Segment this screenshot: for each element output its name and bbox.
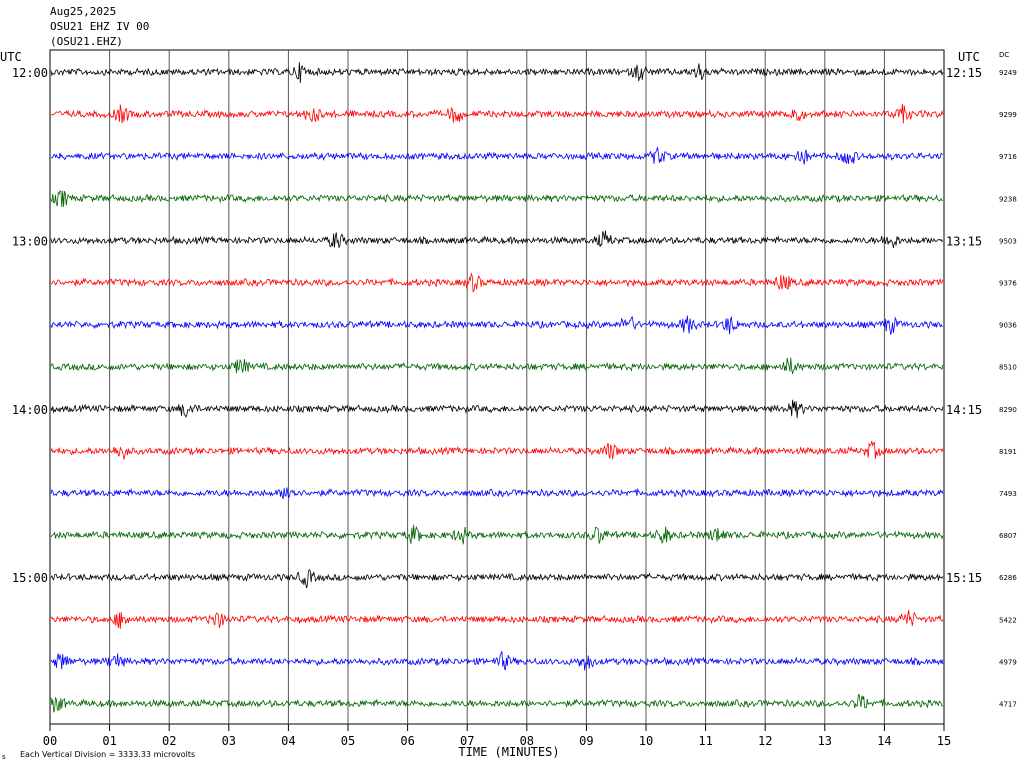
date-label: Aug25,2025 (50, 5, 117, 18)
trace-line (50, 609, 944, 629)
dc-value: 8510 (999, 364, 1017, 372)
x-tick-label: 00 (43, 734, 57, 748)
dc-value: 8290 (999, 406, 1017, 414)
trace-line (50, 569, 944, 589)
dc-value: 9036 (999, 322, 1017, 330)
dc-value: 9716 (999, 153, 1017, 161)
trace-line (50, 272, 944, 293)
x-tick-label: 11 (698, 734, 712, 748)
channel-label: OSU21 EHZ IV 00 (50, 20, 150, 33)
x-tick-label: 14 (877, 734, 891, 748)
dc-value: 9249 (999, 69, 1017, 77)
right-hour-label: 14:15 (946, 403, 982, 417)
dc-value: 4979 (999, 658, 1017, 666)
x-tick-label: 13 (818, 734, 832, 748)
trace-line (50, 441, 944, 460)
trace-line (50, 104, 944, 124)
left-hour-label: 12:00 (12, 66, 48, 80)
x-tick-label: 07 (460, 734, 474, 748)
dc-value: 9376 (999, 280, 1017, 288)
trace-line (50, 524, 944, 545)
dc-value: 4717 (999, 701, 1017, 709)
x-tick-label: 03 (222, 734, 236, 748)
x-tick-label: 08 (520, 734, 534, 748)
trace-line (50, 146, 944, 165)
dc-value: 9238 (999, 195, 1017, 203)
trace-line (50, 694, 943, 713)
dc-value: 8191 (999, 448, 1017, 456)
trace-line (50, 62, 944, 84)
x-tick-label: 10 (639, 734, 653, 748)
dc-value: 7493 (999, 490, 1017, 498)
dc-value: 9503 (999, 237, 1017, 245)
right-hour-label: 15:15 (946, 571, 982, 585)
trace-line (50, 357, 944, 374)
x-tick-label: 06 (400, 734, 414, 748)
plot-frame (49, 49, 945, 725)
right-hour-label: 12:15 (946, 66, 982, 80)
left-utc-title: UTC (0, 50, 22, 64)
x-tick-label: 05 (341, 734, 355, 748)
dc-value: 6286 (999, 574, 1017, 582)
trace-line (50, 230, 944, 248)
x-tick-label: 01 (102, 734, 116, 748)
dc-value: 5422 (999, 616, 1017, 624)
dc-title: DC (999, 51, 1009, 59)
trace-line (50, 399, 944, 419)
left-hour-label: 14:00 (12, 403, 48, 417)
x-axis-label: TIME (MINUTES) (458, 745, 559, 759)
right-hour-label: 13:15 (946, 234, 982, 248)
trace-line (50, 651, 944, 671)
x-tick-label: 15 (937, 734, 951, 748)
trace-line (50, 190, 943, 208)
footer-note: Each Vertical Division = 3333.33 microvo… (20, 750, 195, 759)
right-utc-title: UTC (958, 50, 980, 64)
footer-mark: s (2, 753, 6, 761)
x-tick-label: 09 (579, 734, 593, 748)
x-tick-label: 04 (281, 734, 295, 748)
x-tick-label: 12 (758, 734, 772, 748)
station-label: (OSU21.EHZ) (50, 35, 123, 48)
dc-value: 9299 (999, 111, 1017, 119)
left-hour-label: 15:00 (12, 571, 48, 585)
left-hour-label: 13:00 (12, 234, 48, 248)
trace-line (50, 315, 943, 335)
trace-line (50, 487, 944, 500)
dc-value: 6807 (999, 532, 1017, 540)
x-tick-label: 02 (162, 734, 176, 748)
